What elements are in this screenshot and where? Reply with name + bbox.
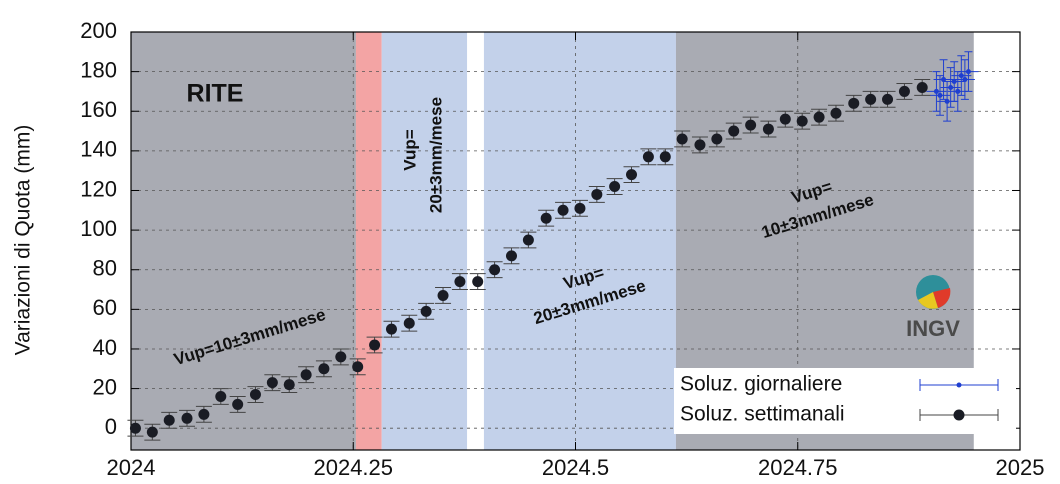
point bbox=[437, 289, 449, 301]
point bbox=[249, 389, 261, 401]
point bbox=[232, 398, 244, 410]
point bbox=[266, 377, 278, 389]
legend-swatch bbox=[953, 409, 965, 421]
point bbox=[472, 276, 484, 288]
y-tick-label: 140 bbox=[80, 137, 117, 162]
point bbox=[676, 133, 688, 145]
point bbox=[948, 84, 954, 90]
point bbox=[489, 264, 501, 276]
point bbox=[958, 73, 964, 79]
point bbox=[796, 115, 808, 127]
y-tick-label: 120 bbox=[80, 176, 117, 201]
point bbox=[955, 88, 961, 94]
annotation: RITE bbox=[187, 80, 244, 108]
point bbox=[181, 412, 193, 424]
point bbox=[694, 139, 706, 151]
point bbox=[865, 93, 877, 105]
logo-text: INGV bbox=[906, 316, 960, 341]
logo-icon bbox=[918, 292, 938, 309]
y-tick-label: 60 bbox=[93, 295, 117, 320]
point bbox=[574, 202, 586, 214]
shaded-period bbox=[483, 32, 676, 450]
point bbox=[540, 212, 552, 224]
point bbox=[318, 363, 330, 375]
point bbox=[941, 77, 947, 83]
annotation: 20±3mm/mese bbox=[426, 97, 445, 213]
point bbox=[762, 123, 774, 135]
point bbox=[522, 234, 534, 246]
shaded-period bbox=[355, 32, 382, 450]
x-tick-label: 2024 bbox=[107, 455, 156, 480]
y-axis-label: Variazioni di Quota (mm) bbox=[12, 125, 35, 356]
point bbox=[962, 77, 968, 83]
x-tick-label: 2024.5 bbox=[542, 455, 609, 480]
point bbox=[385, 323, 397, 335]
point bbox=[728, 125, 740, 137]
y-tick-label: 80 bbox=[93, 256, 117, 281]
annotation: Vup= bbox=[400, 129, 419, 170]
point bbox=[933, 88, 939, 94]
point bbox=[609, 181, 621, 193]
legend-box bbox=[674, 368, 1016, 434]
point bbox=[369, 339, 381, 351]
point bbox=[198, 408, 210, 420]
y-tick-label: 0 bbox=[105, 414, 117, 439]
point bbox=[779, 113, 791, 125]
logo-icon bbox=[933, 288, 951, 308]
point bbox=[420, 305, 432, 317]
point bbox=[711, 133, 723, 145]
point bbox=[848, 97, 860, 109]
x-tick-label: 2024.75 bbox=[758, 455, 838, 480]
point bbox=[813, 111, 825, 123]
plot-frame bbox=[130, 31, 1021, 451]
point bbox=[830, 107, 842, 119]
point bbox=[944, 98, 950, 104]
point bbox=[916, 81, 928, 93]
legend-label: Soluz. settimanali bbox=[680, 403, 845, 426]
point bbox=[505, 250, 517, 262]
shaded-period bbox=[381, 32, 468, 450]
y-tick-label: 20 bbox=[93, 374, 117, 399]
point bbox=[146, 426, 158, 438]
point bbox=[965, 69, 971, 75]
point bbox=[129, 422, 141, 434]
x-tick-label: 2025 bbox=[996, 455, 1045, 480]
y-tick-label: 40 bbox=[93, 335, 117, 360]
point bbox=[335, 351, 347, 363]
point bbox=[215, 391, 227, 403]
point bbox=[898, 85, 910, 97]
point bbox=[626, 169, 638, 181]
point bbox=[882, 93, 894, 105]
point bbox=[951, 79, 957, 85]
point bbox=[283, 379, 295, 391]
point bbox=[937, 92, 943, 98]
point bbox=[745, 119, 757, 131]
legend-label: Soluz. giornaliere bbox=[680, 373, 842, 396]
point bbox=[557, 204, 569, 216]
y-tick-label: 160 bbox=[80, 97, 117, 122]
x-tick-label: 2024.25 bbox=[313, 455, 393, 480]
point bbox=[454, 276, 466, 288]
point bbox=[403, 317, 415, 329]
y-tick-label: 100 bbox=[80, 216, 117, 241]
y-tick-label: 200 bbox=[80, 18, 117, 43]
point bbox=[352, 361, 364, 373]
point bbox=[659, 151, 671, 163]
shaded-period bbox=[131, 32, 356, 450]
point bbox=[591, 188, 603, 200]
point bbox=[300, 369, 312, 381]
y-tick-label: 180 bbox=[80, 57, 117, 82]
point bbox=[163, 414, 175, 426]
legend-swatch bbox=[956, 382, 962, 388]
point bbox=[642, 151, 654, 163]
